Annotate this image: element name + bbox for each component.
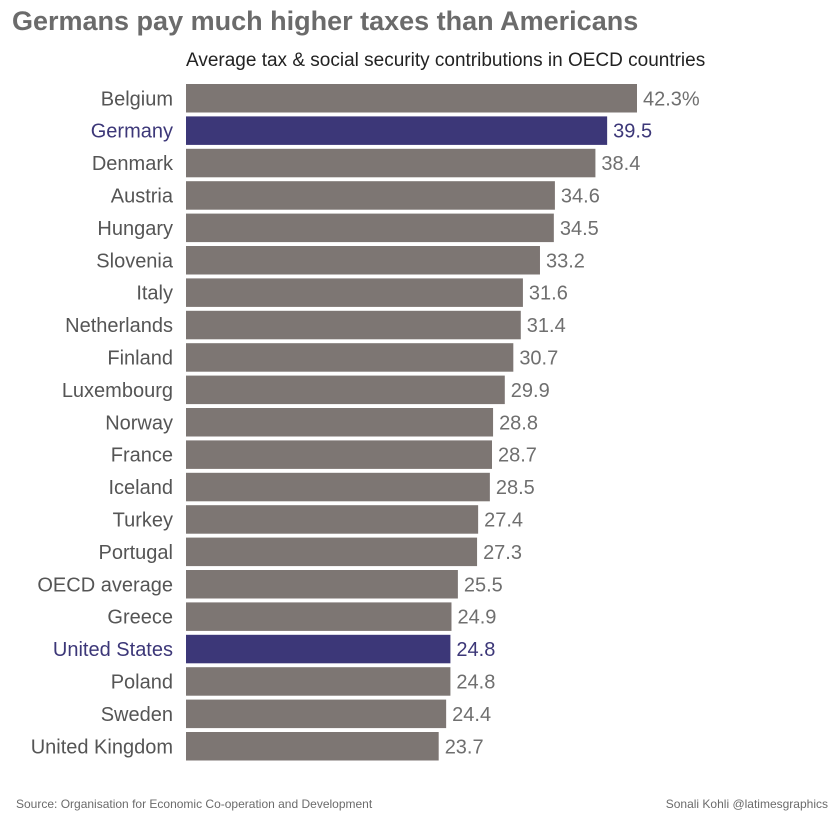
category-label-greece: Greece xyxy=(107,607,173,629)
bar-france xyxy=(186,440,492,469)
bar-turkey xyxy=(186,505,479,534)
category-label-oecd-average: OECD average xyxy=(37,574,173,596)
source-note: Source: Organisation for Economic Co-ope… xyxy=(16,797,373,811)
value-label-norway: 28.8 xyxy=(499,412,538,434)
value-label-netherlands: 31.4 xyxy=(527,315,566,337)
value-label-finland: 30.7 xyxy=(519,347,558,369)
category-label-austria: Austria xyxy=(111,185,174,207)
bar-sweden xyxy=(186,699,447,729)
bar-norway xyxy=(186,408,494,437)
bar-greece xyxy=(186,602,452,631)
credit-note: Sonali Kohli @latimesgraphics xyxy=(665,797,828,811)
value-label-greece: 24.9 xyxy=(457,607,496,629)
value-label-united-states: 24.8 xyxy=(456,639,495,661)
category-label-poland: Poland xyxy=(111,671,173,693)
category-label-italy: Italy xyxy=(136,283,173,305)
category-label-hungary: Hungary xyxy=(97,218,173,240)
value-label-france: 28.7 xyxy=(498,445,537,467)
bar-denmark xyxy=(186,148,596,178)
value-label-austria: 34.6 xyxy=(561,185,600,207)
category-label-netherlands: Netherlands xyxy=(65,315,173,337)
category-label-sweden: Sweden xyxy=(101,704,173,726)
bar-luxembourg xyxy=(186,375,505,405)
value-label-denmark: 38.4 xyxy=(601,153,640,175)
bar-slovenia xyxy=(186,246,540,275)
category-label-denmark: Denmark xyxy=(92,153,174,175)
category-label-united-states: United States xyxy=(53,639,173,661)
bar-portugal xyxy=(186,537,478,567)
bar-united-states xyxy=(186,634,451,664)
bar-iceland xyxy=(186,472,490,502)
chart-subtitle: Average tax & social security contributi… xyxy=(186,50,706,71)
bar-oecd-average xyxy=(186,570,458,599)
bar-belgium xyxy=(186,84,637,113)
bar-finland xyxy=(186,343,514,372)
value-label-germany: 39.5 xyxy=(613,121,652,143)
category-label-turkey: Turkey xyxy=(113,509,173,531)
value-label-belgium: 42.3% xyxy=(643,88,700,110)
bar-italy xyxy=(186,278,523,307)
bar-chart: Belgium 42.3% Germany 39.5 Denmark 38.4 Austri… xyxy=(31,84,700,761)
value-label-united-kingdom: 23.7 xyxy=(445,736,484,758)
bar-poland xyxy=(186,667,451,696)
category-label-luxembourg: Luxembourg xyxy=(62,380,173,402)
bar-germany xyxy=(186,116,608,145)
value-label-poland: 24.8 xyxy=(456,671,495,693)
value-label-iceland: 28.5 xyxy=(496,477,535,499)
bar-netherlands xyxy=(186,310,521,340)
value-label-portugal: 27.3 xyxy=(483,542,522,564)
bar-austria xyxy=(186,181,555,210)
value-label-oecd-average: 25.5 xyxy=(464,574,503,596)
value-label-sweden: 24.4 xyxy=(452,704,491,726)
category-label-norway: Norway xyxy=(105,412,173,434)
category-label-france: France xyxy=(111,445,173,467)
chart-title: Germans pay much higher taxes than Ameri… xyxy=(12,6,639,36)
value-label-hungary: 34.5 xyxy=(560,218,599,240)
category-label-finland: Finland xyxy=(107,347,173,369)
category-label-portugal: Portugal xyxy=(99,542,174,564)
category-label-iceland: Iceland xyxy=(109,477,174,499)
category-label-united-kingdom: United Kingdom xyxy=(31,736,173,758)
value-label-turkey: 27.4 xyxy=(484,509,523,531)
category-label-belgium: Belgium xyxy=(101,88,173,110)
value-label-luxembourg: 29.9 xyxy=(511,380,550,402)
value-label-italy: 31.6 xyxy=(529,283,568,305)
category-label-slovenia: Slovenia xyxy=(96,250,174,272)
bar-hungary xyxy=(186,213,554,243)
value-label-slovenia: 33.2 xyxy=(546,250,585,272)
category-label-germany: Germany xyxy=(91,121,173,143)
bar-united-kingdom xyxy=(186,732,439,761)
